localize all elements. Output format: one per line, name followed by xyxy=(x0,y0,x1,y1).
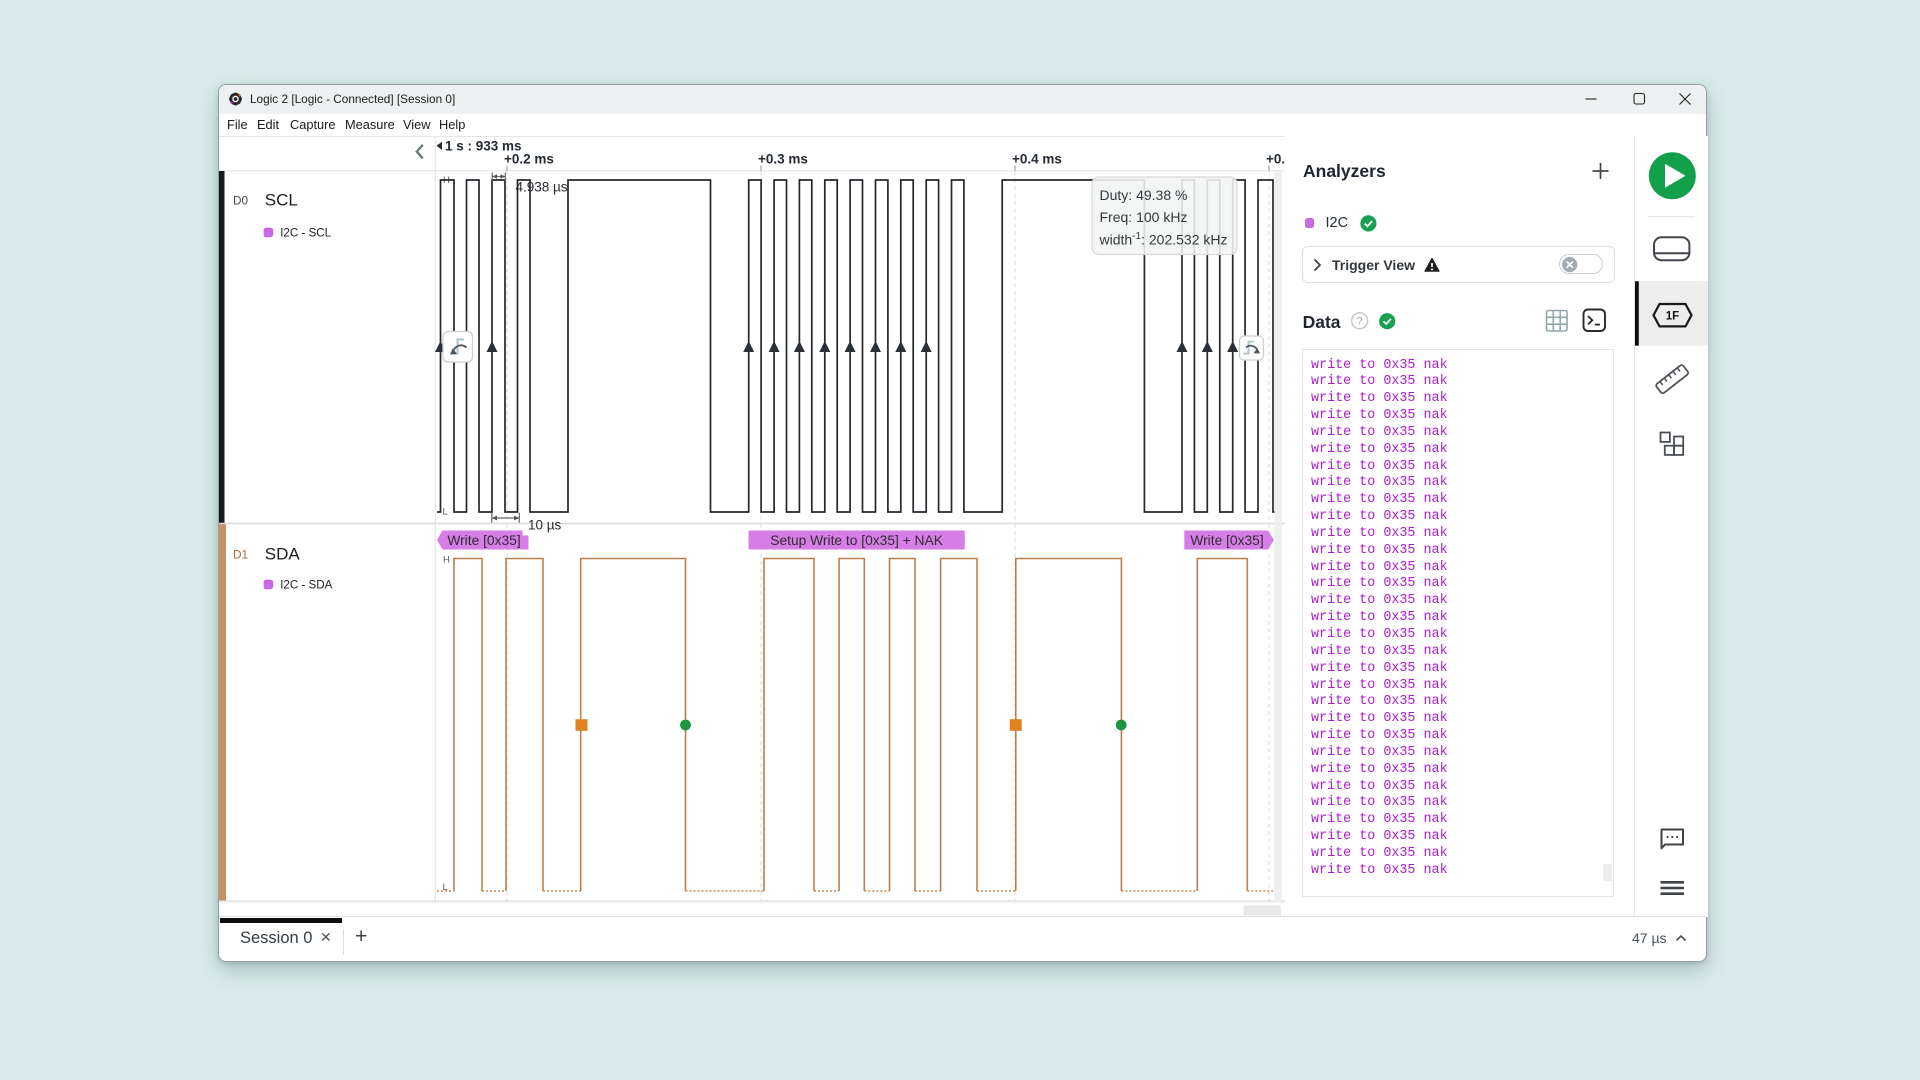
svg-text:H: H xyxy=(443,555,450,566)
svg-text:Setup Write to [0x35] + NAK: Setup Write to [0x35] + NAK xyxy=(770,533,943,548)
svg-text:SDA: SDA xyxy=(265,544,301,563)
svg-text:D0: D0 xyxy=(233,193,249,207)
svg-text:D1: D1 xyxy=(233,547,248,561)
svg-text:1F: 1F xyxy=(1666,311,1679,323)
svg-text:Write [0x35]: Write [0x35] xyxy=(1190,533,1263,548)
svg-text:L: L xyxy=(443,882,448,893)
svg-text:1 s : 933 ms: 1 s : 933 ms xyxy=(445,139,522,154)
svg-text:10 µs: 10 µs xyxy=(528,518,562,533)
svg-text:Duty: 49.38 %: Duty: 49.38 % xyxy=(1100,187,1188,203)
svg-text:+0.2 ms: +0.2 ms xyxy=(504,151,554,166)
svg-text:4.938 µs: 4.938 µs xyxy=(516,180,568,195)
svg-text:I2C - SDA: I2C - SDA xyxy=(280,578,332,591)
svg-text:Write [0x35]: Write [0x35] xyxy=(447,533,520,548)
svg-text:Freq: 100 kHz: Freq: 100 kHz xyxy=(1100,209,1188,225)
svg-text:+0.4 ms: +0.4 ms xyxy=(1012,151,1062,166)
svg-text:+0.3 ms: +0.3 ms xyxy=(758,151,808,166)
svg-text:SCL: SCL xyxy=(265,190,298,209)
svg-text:width-1: 202.532 kHz: width-1: 202.532 kHz xyxy=(1099,231,1228,248)
svg-text:I2C - SCL: I2C - SCL xyxy=(280,226,331,239)
svg-text:+0.: +0. xyxy=(1266,151,1285,166)
svg-text:L: L xyxy=(443,507,448,518)
svg-text:?: ? xyxy=(1357,316,1363,328)
